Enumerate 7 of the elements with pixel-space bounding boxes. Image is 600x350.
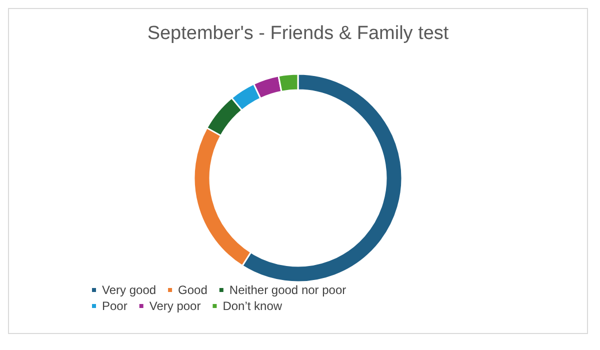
chart-title: September's - Friends & Family test <box>147 23 450 44</box>
legend-label: Very good <box>102 283 156 297</box>
legend-label: Very poor <box>149 299 201 313</box>
legend-label: Don’t know <box>222 299 282 313</box>
legend-label: Good <box>178 283 208 297</box>
legend-label: Neither good nor poor <box>229 283 346 297</box>
legend-label: Poor <box>102 299 128 313</box>
